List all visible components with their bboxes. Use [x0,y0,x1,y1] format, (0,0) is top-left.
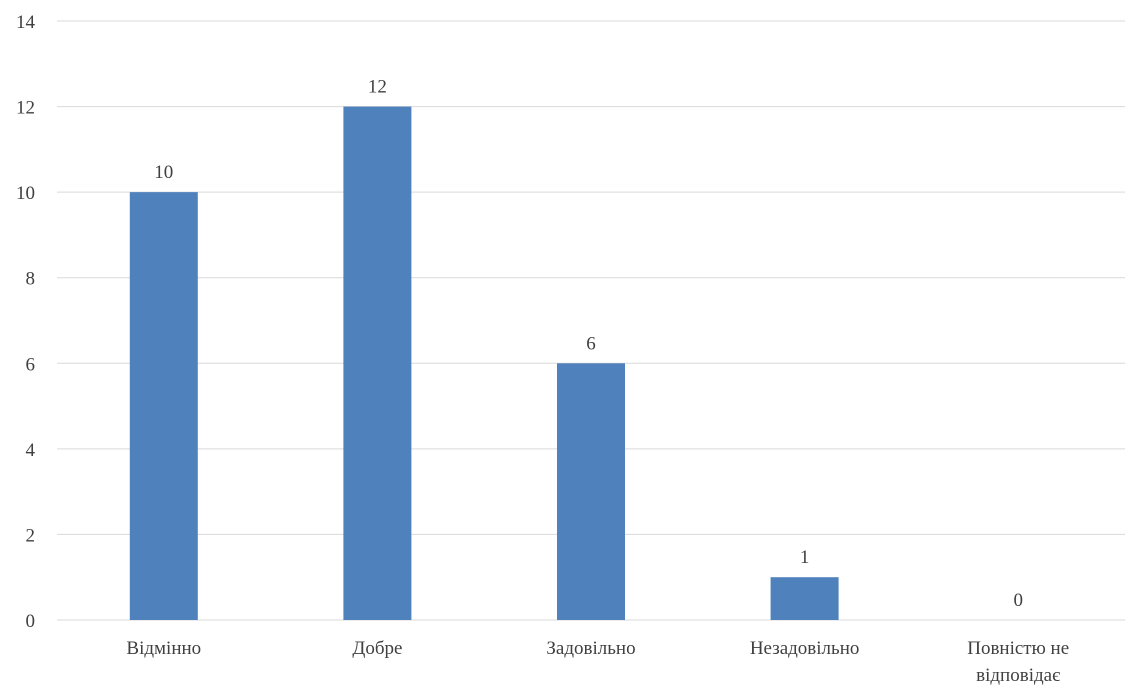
category-label: Незадовільно [750,638,860,659]
data-label: 12 [368,77,387,98]
category-label: Відмінно [126,638,201,659]
data-label: 6 [586,333,596,354]
bar [343,106,412,621]
data-label: 10 [154,162,173,183]
y-tick-label: 2 [26,525,36,546]
y-axis-ticks: 0 2 4 6 8 10 12 14 [16,12,36,632]
category-label: відповідає [976,665,1060,686]
bar [557,363,625,620]
category-label: Задовільно [546,638,635,659]
data-label: 1 [800,547,810,568]
y-tick-label: 0 [26,611,36,632]
y-tick-label: 4 [26,440,36,461]
y-tick-label: 6 [26,354,36,375]
y-tick-label: 8 [26,269,36,290]
y-tick-label: 12 [16,98,35,119]
data-label: 0 [1013,590,1023,611]
category-label: Добре [352,638,402,659]
category-label: Повністю не [967,638,1069,659]
y-tick-label: 10 [16,183,35,204]
bar [770,577,839,620]
x-axis-categories: Відмінно Добре Задовільно Незадовільно Повні… [126,638,1069,686]
bar [129,192,198,620]
y-tick-label: 14 [16,12,36,33]
bars [129,106,839,621]
